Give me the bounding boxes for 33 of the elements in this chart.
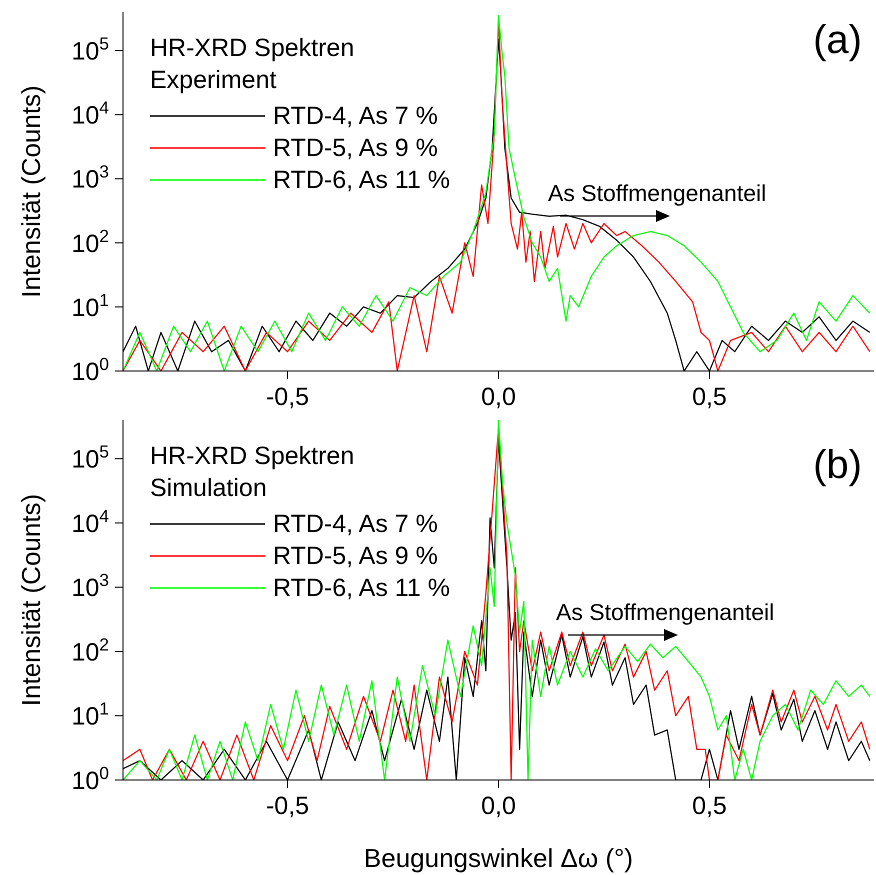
y-tick-label: 10$^{3}$ [71, 570, 109, 602]
x-tick-label: 0,0 [481, 792, 516, 820]
legend-label: RTD-6, As 11 % [273, 573, 450, 604]
legend-label: RTD-4, As 7 % [273, 101, 438, 132]
legend-title: HR-XRD Spektren Simulation [150, 441, 356, 504]
x-tick-label: -0,5 [266, 383, 310, 411]
y-axis-title: Intensität (Counts) [16, 494, 46, 706]
annotation: (b) [813, 443, 862, 488]
x-tick-label: 0,5 [692, 792, 727, 820]
legend-label: RTD-5, As 9 % [273, 541, 438, 572]
y-tick-label: 10$^{5}$ [71, 442, 109, 474]
legend-label: RTD-4, As 7 % [273, 509, 438, 540]
y-tick-label: 10$^{4}$ [71, 98, 110, 130]
x-tick-label: 0,5 [692, 383, 727, 411]
y-axis-title: Intensität (Counts) [16, 85, 46, 298]
y-tick-label: 10$^{2}$ [71, 226, 109, 258]
annotation: As Stoffmengenanteil [548, 180, 766, 207]
x-axis-title: Beugungswinkel Δω (°) [364, 843, 634, 873]
annotation: (a) [813, 18, 862, 63]
annotation: As Stoffmengenanteil [556, 599, 774, 626]
y-tick-label: 10$^{5}$ [71, 34, 109, 66]
y-tick-label: 10$^{1}$ [71, 698, 109, 731]
x-tick-label: 0,0 [481, 383, 516, 411]
legend-label: RTD-5, As 9 % [273, 133, 438, 164]
y-tick-label: 10$^{1}$ [71, 290, 109, 322]
y-tick-label: 10$^{3}$ [71, 162, 109, 194]
y-tick-label: 10$^{2}$ [71, 634, 109, 666]
y-tick-label: 10$^{0}$ [71, 763, 110, 795]
y-tick-label: 10$^{0}$ [71, 354, 110, 386]
y-tick-label: 10$^{4}$ [71, 506, 110, 538]
legend-label: RTD-6, As 11 % [273, 165, 450, 196]
x-tick-label: -0,5 [266, 792, 310, 820]
legend-title: HR-XRD Spektren Experiment [150, 33, 356, 96]
